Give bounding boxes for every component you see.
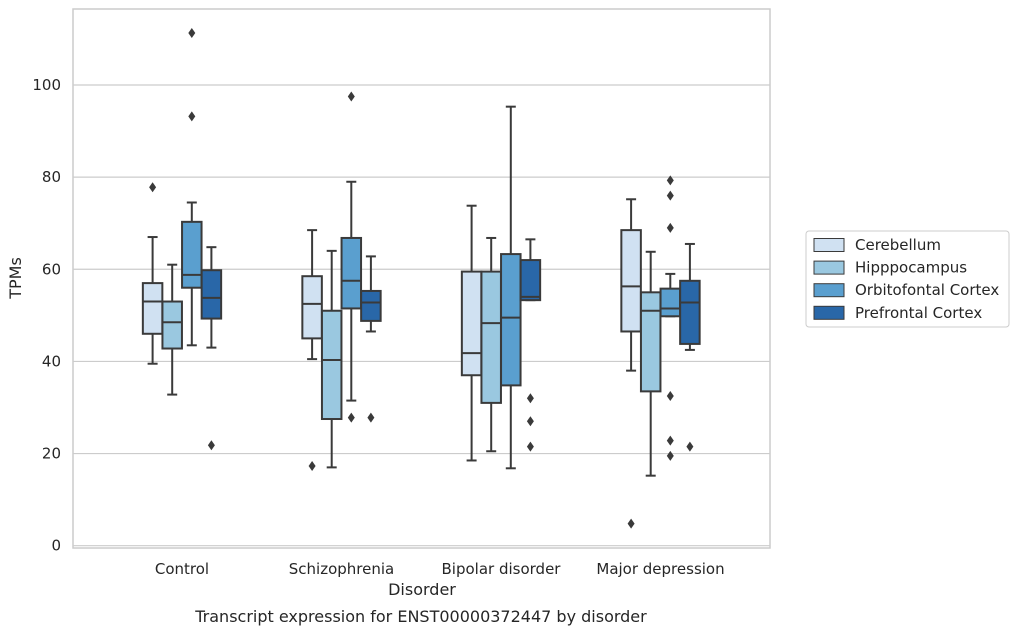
legend-label: Cerebellum <box>855 236 941 254</box>
box <box>460 270 483 377</box>
y-tick-label: 80 <box>42 168 61 186</box>
y-tick-label: 20 <box>42 445 61 463</box>
box <box>519 259 542 302</box>
y-tick-labels: 0 20 40 60 80 100 <box>32 76 61 555</box>
outlier-point <box>347 412 355 423</box>
legend-label: Hipppocampus <box>855 259 967 277</box>
series-0 <box>141 182 642 529</box>
outlier-point <box>666 390 674 401</box>
legend-swatch <box>813 238 845 252</box>
x-tick-labels: Control Schizophrenia Bipolar disorder Majo… <box>155 560 725 578</box>
outlier-point <box>207 440 215 451</box>
legend-label: Prefrontal Cortex <box>855 304 982 322</box>
box <box>480 270 502 404</box>
outlier-point <box>627 518 635 529</box>
outlier-point <box>666 450 674 461</box>
box <box>500 253 522 387</box>
legend: Cerebellum Hipppocampus Orbitofontal Corte… <box>805 230 1010 328</box>
outlier-point <box>308 460 316 471</box>
outlier-point <box>686 441 694 452</box>
box <box>181 220 203 289</box>
series-3 <box>200 238 701 452</box>
box <box>340 236 363 310</box>
legend-frame <box>805 230 1010 328</box>
box <box>301 275 323 340</box>
outlier-point <box>526 441 534 452</box>
outlier-point <box>188 111 196 122</box>
box-series <box>141 27 701 529</box>
x-tick-label: Major depression <box>596 560 724 578</box>
x-tick-label: Schizophrenia <box>289 560 394 578</box>
box <box>679 279 701 345</box>
y-tick-label: 0 <box>51 537 61 555</box>
box <box>200 269 223 320</box>
outlier-point <box>367 412 375 423</box>
y-tick-label: 40 <box>42 352 61 370</box>
outlier-point <box>347 91 355 102</box>
series-1 <box>161 236 662 477</box>
box <box>360 289 382 322</box>
legend-label: Orbitofontal Cortex <box>855 281 999 299</box>
box <box>141 282 164 335</box>
x-tick-label: Control <box>155 560 209 578</box>
outlier-point <box>666 175 674 186</box>
box <box>639 291 662 393</box>
legend-swatch <box>813 305 845 320</box>
outlier-point <box>666 222 674 233</box>
outlier-point <box>149 182 157 193</box>
outlier-point <box>526 393 534 404</box>
y-axis-label: TPMs <box>6 257 25 300</box>
outlier-point <box>526 416 534 427</box>
x-axis-label: Disorder <box>388 580 456 599</box>
x-tick-label: Bipolar disorder <box>442 560 562 578</box>
outlier-point <box>666 190 674 201</box>
legend-swatch <box>813 260 845 275</box>
y-tick-label: 60 <box>42 260 61 278</box>
outlier-point <box>188 27 196 38</box>
legend-swatch <box>813 283 845 298</box>
outlier-point <box>666 435 674 446</box>
box <box>620 229 642 333</box>
series-2 <box>181 27 682 470</box>
chart-title: Transcript expression for ENST0000037244… <box>194 607 647 626</box>
box <box>161 300 183 350</box>
y-tick-label: 100 <box>32 76 61 94</box>
plot-area-frame <box>72 8 771 549</box>
box <box>320 309 343 421</box>
box <box>659 287 682 318</box>
